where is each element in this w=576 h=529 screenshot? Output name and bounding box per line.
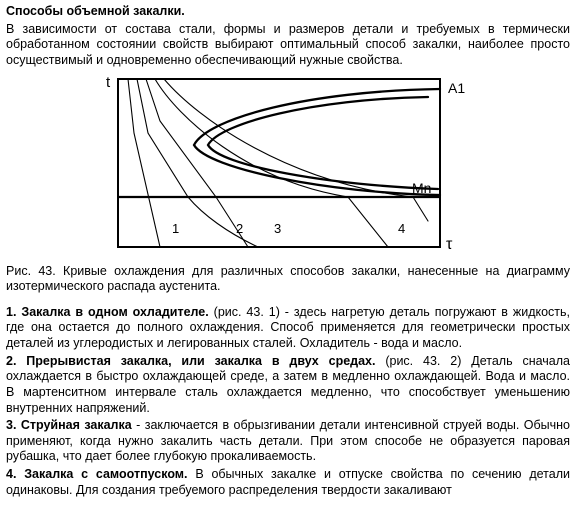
method-3-lead: 3. Струйная закалка (6, 418, 132, 432)
svg-text:3: 3 (274, 221, 281, 236)
method-4: 4. Закалка с самоотпуском. В обычных зак… (6, 467, 570, 498)
svg-text:A1: A1 (448, 80, 465, 96)
intro-paragraph: В зависимости от состава стали, формы и … (6, 22, 570, 69)
method-2-lead: 2. Прерывистая закалка, или закалка в дв… (6, 354, 375, 368)
method-2: 2. Прерывистая закалка, или закалка в дв… (6, 354, 570, 417)
method-1-lead: 1. Закалка в одном охладителе. (6, 305, 209, 319)
method-1: 1. Закалка в одном охладителе. (рис. 43.… (6, 305, 570, 352)
diagram-container: 1 2 3 4 t τ A1 Mn (6, 73, 570, 258)
page-title: Способы объемной закалки. (6, 4, 570, 20)
svg-text:τ: τ (446, 236, 453, 253)
svg-text:4: 4 (398, 221, 405, 236)
method-3: 3. Струйная закалка - заключается в обры… (6, 418, 570, 465)
svg-text:2: 2 (236, 221, 243, 236)
svg-text:Mn: Mn (412, 180, 431, 196)
svg-text:1: 1 (172, 221, 179, 236)
figure-caption: Рис. 43. Кривые охлаждения для различных… (6, 264, 570, 295)
svg-text:t: t (106, 74, 111, 91)
method-4-lead: 4. Закалка с самоотпуском. (6, 467, 188, 481)
cooling-curve-diagram: 1 2 3 4 t τ A1 Mn (88, 73, 488, 258)
